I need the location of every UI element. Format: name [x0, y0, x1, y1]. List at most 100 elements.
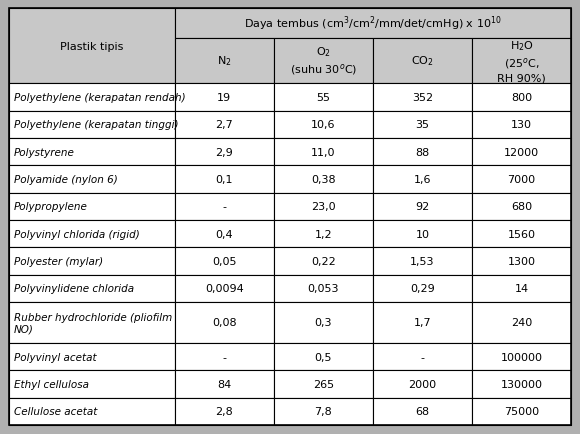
Text: 0,08: 0,08 [212, 318, 237, 328]
Text: 75000: 75000 [504, 406, 539, 416]
Bar [274, 138, 373, 166]
Bar [9, 111, 175, 138]
Bar [274, 193, 373, 220]
Bar [274, 220, 373, 248]
Text: 0,053: 0,053 [307, 284, 339, 294]
Text: 2,8: 2,8 [215, 406, 233, 416]
Text: 2,7: 2,7 [215, 120, 233, 130]
Bar [274, 111, 373, 138]
Bar [175, 371, 274, 398]
Bar [175, 39, 274, 84]
Bar [175, 398, 274, 425]
Bar [472, 371, 571, 398]
Text: 7,8: 7,8 [314, 406, 332, 416]
Text: 14: 14 [514, 284, 528, 294]
Text: CO$_2$: CO$_2$ [411, 54, 434, 68]
Bar [373, 138, 472, 166]
Text: 35: 35 [415, 120, 429, 130]
Text: 23,0: 23,0 [311, 202, 336, 212]
Bar [175, 220, 274, 248]
Bar [373, 39, 472, 84]
Bar [274, 275, 373, 302]
Bar [9, 84, 175, 111]
Text: 2000: 2000 [408, 379, 437, 389]
Text: 1560: 1560 [508, 229, 535, 239]
Text: Polyethylene (kerapatan tinggi): Polyethylene (kerapatan tinggi) [14, 120, 179, 130]
Text: Daya tembus (cm$^3$/cm$^2$/mm/det/cmHg) x 10$^{10}$: Daya tembus (cm$^3$/cm$^2$/mm/det/cmHg) … [244, 14, 502, 33]
Text: 1,2: 1,2 [314, 229, 332, 239]
Text: 0,22: 0,22 [311, 256, 336, 266]
Bar [9, 371, 175, 398]
Bar [9, 166, 175, 193]
Text: 10: 10 [415, 229, 429, 239]
Bar [472, 166, 571, 193]
Bar [472, 220, 571, 248]
Bar [175, 111, 274, 138]
Text: 0,38: 0,38 [311, 174, 336, 184]
Bar [373, 343, 472, 371]
Text: -: - [420, 352, 425, 362]
Text: 0,1: 0,1 [216, 174, 233, 184]
Bar [9, 398, 175, 425]
Bar [472, 39, 571, 84]
Bar [472, 111, 571, 138]
Text: 0,3: 0,3 [314, 318, 332, 328]
Bar [175, 275, 274, 302]
Text: 11,0: 11,0 [311, 147, 336, 157]
Bar [9, 9, 175, 84]
Text: 2,9: 2,9 [215, 147, 233, 157]
Text: 92: 92 [415, 202, 430, 212]
Text: Cellulose acetat: Cellulose acetat [14, 406, 97, 416]
Bar [9, 302, 175, 343]
Text: 800: 800 [511, 92, 532, 102]
Bar [9, 193, 175, 220]
Text: Plastik tipis: Plastik tipis [60, 42, 124, 52]
Text: -: - [222, 352, 226, 362]
Bar [472, 398, 571, 425]
Text: 19: 19 [218, 92, 231, 102]
Text: N$_2$: N$_2$ [217, 54, 231, 68]
Text: Polypropylene: Polypropylene [14, 202, 88, 212]
Bar [175, 343, 274, 371]
Bar [9, 248, 175, 275]
Text: 265: 265 [313, 379, 334, 389]
Text: 1300: 1300 [508, 256, 535, 266]
Text: H$_2$O
(25$^o$C,
RH 90%): H$_2$O (25$^o$C, RH 90%) [497, 39, 546, 83]
Bar [175, 248, 274, 275]
Text: 0,29: 0,29 [410, 284, 435, 294]
Text: Rubber hydrochloride (pliofilm
NO): Rubber hydrochloride (pliofilm NO) [14, 312, 172, 333]
Bar [373, 193, 472, 220]
Bar [9, 343, 175, 371]
Text: Polyamide (nylon 6): Polyamide (nylon 6) [14, 174, 118, 184]
Bar [274, 302, 373, 343]
Bar [9, 220, 175, 248]
Text: 7000: 7000 [508, 174, 535, 184]
Text: 130: 130 [511, 120, 532, 130]
Bar [274, 398, 373, 425]
Bar [472, 343, 571, 371]
Bar [472, 193, 571, 220]
Bar [175, 84, 274, 111]
Bar [175, 166, 274, 193]
Text: 12000: 12000 [504, 147, 539, 157]
Text: 0,05: 0,05 [212, 256, 237, 266]
Bar [175, 302, 274, 343]
Text: Polyethylene (kerapatan rendah): Polyethylene (kerapatan rendah) [14, 92, 186, 102]
Bar [373, 248, 472, 275]
Bar [373, 371, 472, 398]
Text: O$_2$
(suhu 30$^o$C): O$_2$ (suhu 30$^o$C) [289, 45, 357, 77]
Text: 130000: 130000 [501, 379, 542, 389]
Text: 84: 84 [217, 379, 231, 389]
Bar [175, 193, 274, 220]
Bar [472, 248, 571, 275]
Bar [472, 84, 571, 111]
Text: Polystyrene: Polystyrene [14, 147, 75, 157]
Text: 0,0094: 0,0094 [205, 284, 244, 294]
Bar [274, 371, 373, 398]
Bar [373, 302, 472, 343]
Text: Polyvinyl chlorida (rigid): Polyvinyl chlorida (rigid) [14, 229, 140, 239]
Text: Polyvinyl acetat: Polyvinyl acetat [14, 352, 97, 362]
Bar [472, 275, 571, 302]
Bar [373, 398, 472, 425]
Text: 240: 240 [511, 318, 532, 328]
